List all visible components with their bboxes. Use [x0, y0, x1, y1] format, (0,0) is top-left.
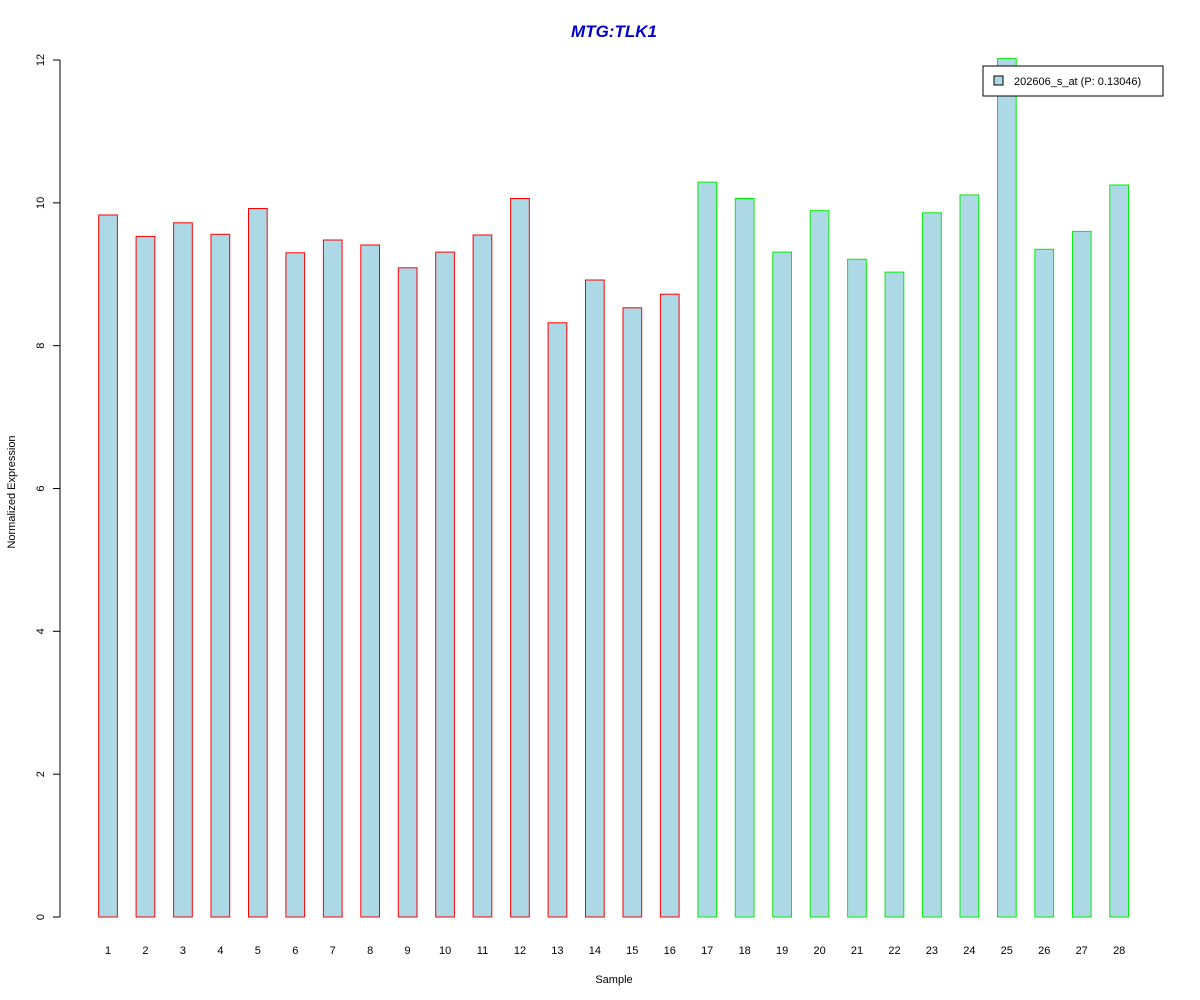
bar-sample-3 [173, 222, 193, 918]
x-tick-label: 15 [626, 945, 638, 957]
legend-entry: 202606_s_at (P: 0.13046) [1014, 76, 1141, 88]
bar-sample-21 [847, 258, 867, 918]
y-axis-label: Normalized Expression [6, 435, 18, 548]
bar-sample-4 [210, 233, 231, 918]
x-tick-label: 21 [851, 945, 863, 957]
bar-sample-12 [510, 198, 530, 918]
x-tick-label: 19 [776, 945, 788, 957]
bar-sample-6 [285, 252, 306, 918]
y-tick-label: 2 [35, 771, 47, 777]
x-tick-label: 4 [217, 945, 223, 957]
x-tick-label: 13 [551, 945, 563, 957]
bar-sample-9 [397, 267, 418, 918]
x-tick-label: 24 [963, 945, 975, 957]
y-axis: 0 2 4 6 8 10 12 [35, 54, 61, 920]
bar-sample-1 [98, 214, 118, 918]
legend-box [982, 65, 1164, 97]
bar-sample-25 [997, 58, 1017, 918]
x-tick-label: 26 [1038, 945, 1050, 957]
x-tick-label: 14 [589, 945, 601, 957]
bar-sample-11 [472, 234, 493, 918]
y-tick-label: 6 [35, 485, 47, 491]
x-tick-label: 5 [255, 945, 261, 957]
x-tick-label: 1 [105, 945, 111, 957]
bar-sample-2 [135, 235, 156, 918]
y-tick-label: 0 [35, 914, 47, 920]
y-tick-label: 10 [35, 197, 47, 209]
bar-sample-27 [1071, 230, 1092, 918]
bar-sample-15 [622, 307, 643, 918]
bar-sample-16 [659, 293, 680, 918]
bar-sample-10 [435, 251, 455, 918]
bar-sample-24 [959, 194, 980, 918]
bar-sample-14 [585, 279, 605, 918]
bar-sample-5 [248, 208, 268, 918]
bar-sample-23 [922, 212, 942, 918]
x-tick-label: 28 [1113, 945, 1125, 957]
x-tick-label: 12 [514, 945, 526, 957]
x-tick-label: 8 [367, 945, 373, 957]
x-tick-label: 16 [664, 945, 676, 957]
x-tick-label: 22 [888, 945, 900, 957]
x-tick-label: 10 [439, 945, 451, 957]
x-tick-label: 20 [813, 945, 825, 957]
x-tick-label: 23 [926, 945, 938, 957]
y-tick-label: 12 [35, 54, 47, 66]
bar-sample-19 [772, 251, 792, 918]
bar-sample-28 [1109, 184, 1130, 918]
bar-sample-20 [809, 210, 830, 918]
legend-swatch [993, 75, 1004, 86]
x-tick-label: 6 [292, 945, 298, 957]
bar-sample-17 [697, 181, 718, 918]
x-tick-label: 18 [739, 945, 751, 957]
bars [98, 58, 1130, 918]
bar-sample-26 [1034, 248, 1055, 918]
y-tick-label: 8 [35, 343, 47, 349]
bar-sample-7 [322, 239, 343, 918]
x-tick-label: 2 [142, 945, 148, 957]
x-tick-label: 25 [1001, 945, 1013, 957]
x-tick-labels: 1 2 3 4 5 6 7 8 9 10 11 12 13 14 15 16 17 18 19 20 21 22 23 24 2… [105, 945, 1125, 957]
x-tick-label: 11 [477, 945, 488, 957]
y-tick-label: 4 [35, 628, 47, 634]
bar-sample-18 [734, 198, 755, 918]
bar-sample-22 [884, 271, 905, 918]
legend: 202606_s_at (P: 0.13046) [982, 65, 1164, 97]
x-axis-label: Sample [595, 974, 632, 986]
x-tick-label: 27 [1076, 945, 1088, 957]
bar-sample-8 [360, 244, 380, 918]
x-tick-label: 7 [330, 945, 336, 957]
bar-sample-13 [547, 322, 568, 918]
x-tick-label: 3 [180, 945, 186, 957]
chart-title: MTG:TLK1 [571, 22, 657, 41]
x-tick-label: 17 [701, 945, 713, 957]
x-tick-label: 9 [405, 945, 411, 957]
